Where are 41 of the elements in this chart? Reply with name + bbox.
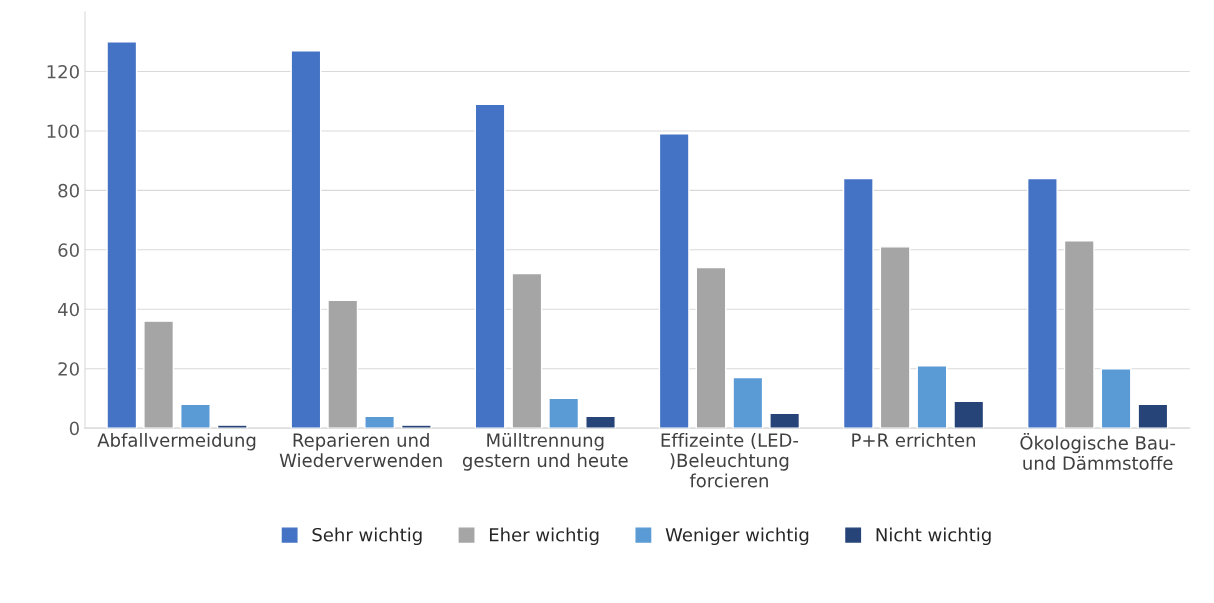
bar bbox=[180, 403, 211, 429]
y-tick-label: 100 bbox=[47, 124, 79, 139]
bar bbox=[474, 103, 506, 429]
x-tick-label: Reparieren und Wiederverwenden bbox=[279, 432, 442, 468]
legend-label: Weniger wichtig bbox=[665, 527, 809, 546]
legend-label: Nicht wichtig bbox=[876, 527, 991, 546]
bar bbox=[953, 400, 985, 429]
bar bbox=[511, 272, 543, 429]
y-tick-label: 40 bbox=[58, 302, 79, 317]
bar bbox=[1026, 177, 1058, 429]
y-tick-label: 120 bbox=[47, 64, 79, 79]
y-tick-label: 20 bbox=[58, 362, 79, 376]
bar bbox=[400, 424, 432, 429]
bar bbox=[769, 412, 801, 429]
bar bbox=[658, 133, 690, 429]
bar bbox=[364, 415, 396, 429]
bar bbox=[879, 246, 911, 429]
bar bbox=[1063, 240, 1095, 429]
legend-label: Eher wichtig bbox=[489, 527, 599, 546]
y-tick-label: 60 bbox=[58, 243, 79, 257]
bar bbox=[695, 266, 727, 429]
y-tick-label: 0 bbox=[69, 421, 79, 436]
y-tick-label: 80 bbox=[58, 183, 79, 198]
x-tick-label: Effizeinte (LED- )Beleuchtung forcieren bbox=[661, 432, 799, 488]
x-tick-label: Abfallvermeidung bbox=[97, 432, 256, 451]
x-tick-label: P+R errichten bbox=[852, 432, 975, 447]
bar bbox=[216, 424, 248, 429]
bar bbox=[327, 299, 359, 429]
bar bbox=[732, 376, 764, 429]
bar bbox=[585, 415, 616, 429]
bar bbox=[1137, 403, 1169, 429]
legend-label: Sehr wichtig bbox=[312, 527, 422, 546]
x-tick-label: Ökologische Bau- und Dämmstoffe bbox=[1020, 432, 1176, 470]
bar bbox=[842, 177, 874, 429]
bar bbox=[143, 320, 175, 429]
bar bbox=[1100, 367, 1132, 429]
bar bbox=[106, 41, 138, 429]
bar bbox=[290, 50, 322, 429]
x-tick-label: Mülltrennung gestern und heute bbox=[462, 432, 628, 471]
bar bbox=[548, 397, 580, 429]
bar bbox=[916, 365, 948, 429]
